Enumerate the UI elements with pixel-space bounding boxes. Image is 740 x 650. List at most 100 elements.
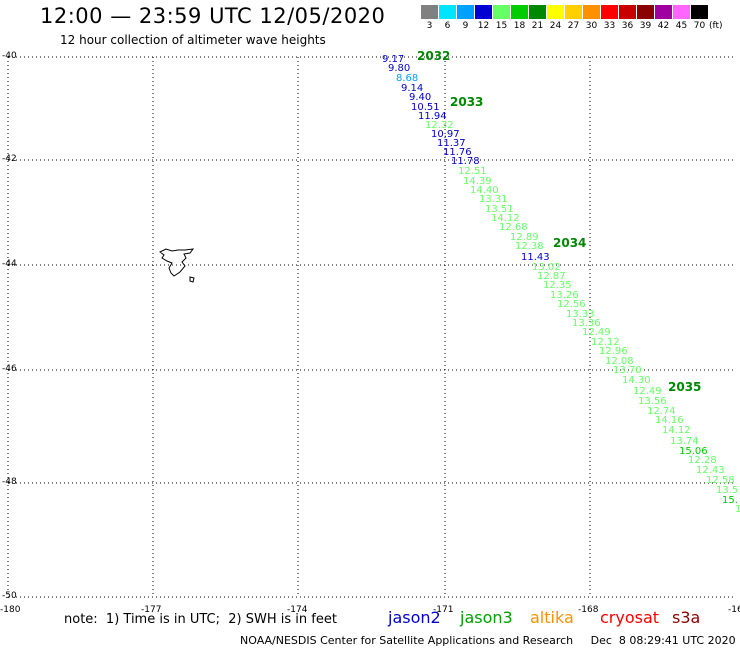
wave-height-reading: 12.68 — [499, 222, 528, 233]
track-time-label: 2035 — [668, 380, 701, 394]
wave-height-reading: 13.51 — [716, 485, 740, 496]
legend-swatch — [673, 5, 690, 19]
legend-label: 9 — [462, 21, 469, 31]
latitude-label: -46 — [2, 364, 17, 374]
legend-swatch — [565, 5, 582, 19]
legend-swatch — [637, 5, 654, 19]
wave-height-reading: 11.78 — [451, 156, 480, 167]
legend-label: 33 — [603, 21, 616, 31]
satellite-track: 9.179.808.689.149.4010.5111.9412.3210.97… — [382, 49, 740, 515]
legend-label: 36 — [621, 21, 634, 31]
island-outline — [159, 248, 195, 283]
latitude-label: -50 — [2, 591, 17, 601]
longitude-label: -177 — [141, 605, 162, 615]
legend-swatch — [529, 5, 546, 19]
wave-height-reading: 13.70 — [613, 365, 642, 376]
legend-swatch — [421, 5, 438, 19]
wave-height-reading: 11.43 — [521, 252, 550, 263]
wave-height-reading: 14.12 — [491, 213, 520, 224]
chart-subtitle: 12 hour collection of altimeter wave hei… — [60, 33, 326, 47]
wave-height-reading: 12.08 — [605, 356, 634, 367]
legend-label: 24 — [549, 21, 562, 31]
wave-height-reading: 12.38 — [515, 241, 544, 252]
footer-note: note: 1) Time is in UTC; 2) SWH is in fe… — [64, 612, 337, 627]
wave-height-reading: 12.49 — [582, 327, 611, 338]
island-main-outline — [159, 248, 195, 277]
legend-swatch — [547, 5, 564, 19]
wave-height-reading: 12.35 — [543, 280, 572, 291]
wave-height-reading: 9.14 — [401, 83, 423, 94]
satellite-name: jason2 — [388, 608, 441, 627]
wave-height-reading: 14.40 — [470, 185, 499, 196]
longitude-label: -16 — [728, 605, 740, 615]
wave-height-reading: 12.56 — [557, 299, 586, 310]
wave-height-reading: 9.80 — [388, 63, 410, 74]
legend-label: 39 — [639, 21, 652, 31]
longitude-label: -174 — [287, 605, 308, 615]
wave-height-reading: 13.31 — [479, 194, 508, 205]
legend-swatch — [655, 5, 672, 19]
wave-height-reading: 14.12 — [662, 425, 691, 436]
wave-height-reading: 12.28 — [688, 455, 717, 466]
legend-label: 42 — [657, 21, 670, 31]
island-small-outline — [189, 276, 195, 283]
credit-line: NOAA/NESDIS Center for Satellite Applica… — [240, 634, 736, 647]
wave-height-reading: 14.39 — [463, 176, 492, 187]
wave-height-reading: 13.36 — [572, 318, 601, 329]
wave-height-reading: 13.74 — [670, 436, 699, 447]
satellite-name: jason3 — [460, 608, 513, 627]
legend-label: 15 — [495, 21, 508, 31]
legend-swatch — [457, 5, 474, 19]
legend-swatch — [619, 5, 636, 19]
satellite-name: altika — [530, 608, 574, 627]
legend-label: 6 — [444, 21, 451, 31]
legend-swatch — [583, 5, 600, 19]
legend-swatch — [439, 5, 456, 19]
track-time-label: 2032 — [417, 49, 450, 63]
legend-label: 30 — [585, 21, 598, 31]
track-time-label: 2034 — [553, 236, 586, 250]
wave-height-reading: 10.51 — [411, 102, 440, 113]
wave-height-reading: 11.76 — [443, 147, 472, 158]
legend-swatch — [493, 5, 510, 19]
wave-height-reading: 12.51 — [458, 166, 487, 177]
wave-height-reading: 10.97 — [431, 129, 460, 140]
legend-swatch — [601, 5, 618, 19]
legend-swatch — [475, 5, 492, 19]
legend-label: 12 — [477, 21, 490, 31]
legend-label: 45 — [675, 21, 688, 31]
wave-height-reading: 12.32 — [425, 120, 454, 131]
wave-height-reading: 12.49 — [633, 386, 662, 397]
legend-swatch — [691, 5, 708, 19]
wave-height-reading: 12.89 — [510, 232, 539, 243]
legend-label: 18 — [513, 21, 526, 31]
wave-height-reading: 9.40 — [409, 92, 431, 103]
chart-title: 12:00 — 23:59 UTC 12/05/2020 — [40, 4, 386, 28]
wave-height-reading: 12.12 — [591, 337, 620, 348]
wave-height-reading: 12.43 — [696, 465, 725, 476]
latitude-label: -40 — [2, 51, 17, 61]
wave-height-reading: 14.30 — [622, 375, 651, 386]
wave-height-reading: 13.02 — [532, 262, 561, 273]
satellite-name: cryosat — [600, 608, 660, 627]
wave-height-reading: 13.51 — [485, 204, 514, 215]
wave-height-reading: 13.26 — [550, 290, 579, 301]
longitude-label: -180 — [0, 605, 21, 615]
wave-height-reading: 15. — [722, 495, 738, 506]
wave-height-reading: 12.58 — [706, 475, 735, 486]
wave-height-reading: 8.68 — [396, 73, 418, 84]
longitude-label: -171 — [433, 605, 454, 615]
wave-height-reading: 14.16 — [655, 415, 684, 426]
wave-height-reading: 15.06 — [679, 446, 708, 457]
legend-swatch — [511, 5, 528, 19]
wave-height-reading: 12.87 — [537, 271, 566, 282]
longitude-label: -168 — [578, 605, 599, 615]
legend-label: 70 — [693, 21, 706, 31]
legend-label: 27 — [567, 21, 580, 31]
legend-unit: (ft) — [709, 21, 723, 31]
wave-height-reading: 1 — [735, 504, 740, 515]
wave-height-reading: 13.56 — [638, 396, 667, 407]
legend-label: 3 — [426, 21, 433, 31]
latitude-label: -42 — [2, 154, 17, 164]
